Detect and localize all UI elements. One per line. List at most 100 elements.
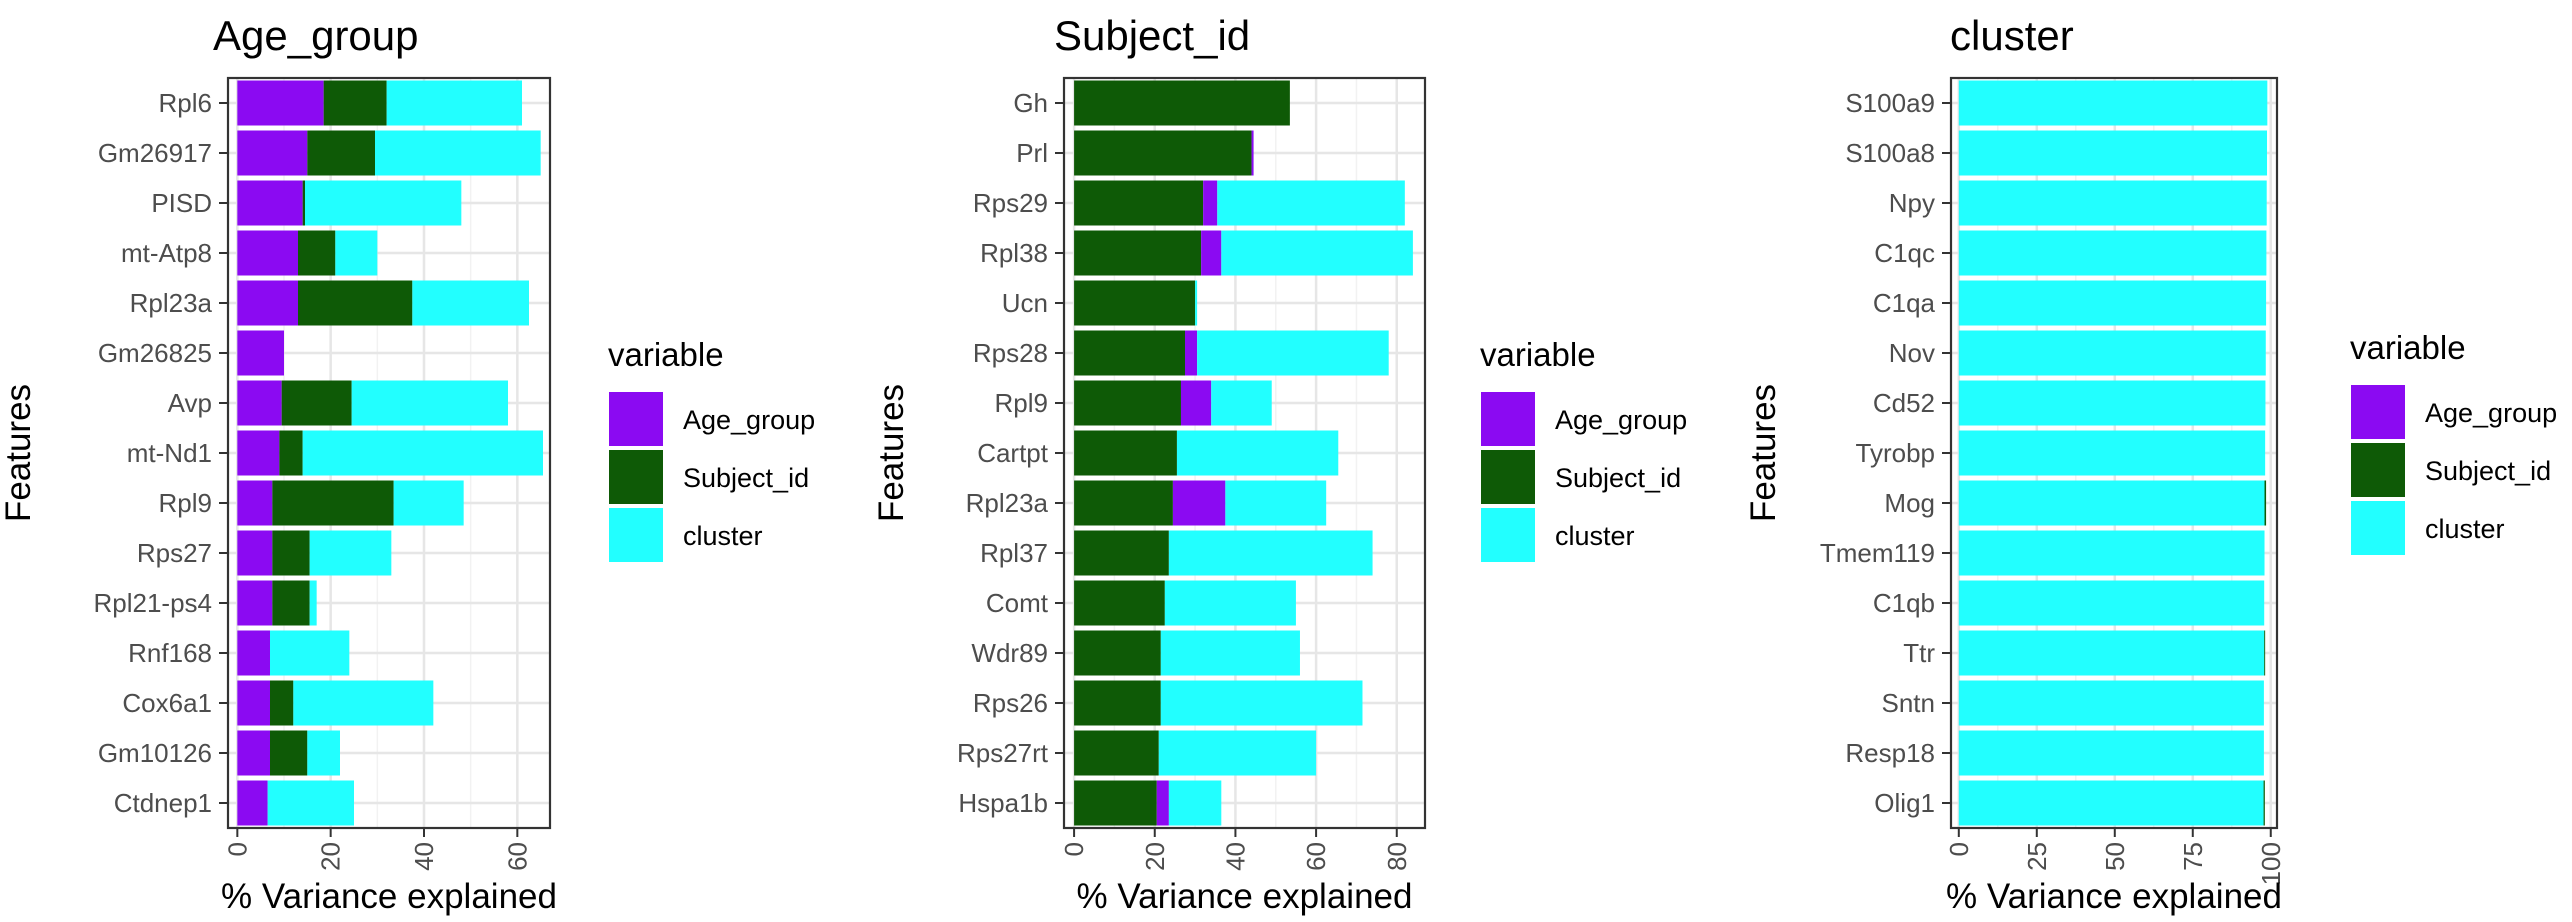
bar-segment-age-group [1185,330,1198,376]
y-axis-title: Features [1744,384,1783,522]
y-tick-label: Tyrobp [1856,438,1936,468]
bar-segment-subject-id [1074,330,1186,376]
y-tick-label: Rpl37 [980,538,1048,568]
bar-segment-cluster [1958,380,2266,426]
bar-segment-cluster [293,680,434,726]
bar-segment-age-group [237,430,280,476]
y-tick-label: Rps29 [973,188,1048,218]
legend-title: variable [608,336,724,373]
bar-segment-age-group [237,580,273,626]
bar-segment-cluster [1958,680,2264,726]
x-tick-label: 50 [2100,842,2130,871]
x-tick-label: 40 [409,842,439,871]
y-tick-label: mt-Nd1 [127,438,212,468]
x-tick-label: 100 [2256,842,2286,885]
legend-key-age-group [1481,392,1535,446]
y-tick-label: Npy [1889,188,1935,218]
x-tick-label: 20 [1140,842,1170,871]
y-tick-label: Hspa1b [958,788,1048,818]
bar-segment-cluster [412,280,529,326]
y-tick-label: Mog [1884,488,1935,518]
y-tick-label: Gm26825 [98,338,212,368]
x-tick-label: 25 [2022,842,2052,871]
bar-segment-cluster [309,580,317,626]
legend-label: Subject_id [2425,456,2551,486]
y-tick-label: Rpl9 [995,388,1048,418]
y-tick-label: Gm26917 [98,138,212,168]
bar-segment-subject-id [2264,480,2267,526]
bar-segment-subject-id [272,530,310,576]
bar-segment-cluster [1217,180,1405,226]
y-tick-label: Nov [1889,338,1935,368]
y-tick-label: Rpl9 [159,488,212,518]
bar-segment-age-group [237,380,282,426]
bar-segment-age-group [1180,380,1212,426]
y-tick-label: Ttr [1903,638,1935,668]
legend-title: variable [2350,329,2466,366]
legend-key-age-group [2351,385,2405,439]
chart-panel-2: S100a9 S100a8 Npy C1qc C1qa Nov Cd52 Tyrobp Mog T… [1744,12,2557,916]
legend-label: Subject_id [1555,463,1681,493]
bar-segment-subject-id [302,180,305,226]
bar-segment-subject-id [1074,230,1202,276]
bar-segment-subject-id [1074,430,1177,476]
y-tick-label: Comt [986,588,1049,618]
bar-segment-cluster [270,630,350,676]
bar-segment-subject-id [1074,580,1165,626]
bar-segment-cluster [1958,530,2265,576]
x-tick-label: 0 [1944,842,1974,856]
legend-label: Age_group [683,405,815,435]
legend-key-cluster [609,508,663,562]
legend-key-age-group [609,392,663,446]
bar-segment-cluster [1168,530,1373,576]
y-tick-label: mt-Atp8 [121,238,212,268]
bar-segment-cluster [1164,580,1296,626]
bar-segment-age-group [237,130,308,176]
bar-segment-cluster [1225,480,1327,526]
y-tick-label: PISD [151,188,212,218]
y-tick-label: Rpl21-ps4 [93,588,212,618]
y-tick-label: Gh [1013,88,1048,118]
bar-segment-cluster [1958,780,2264,826]
bar-segment-age-group [237,230,298,276]
y-tick-label: Rnf168 [128,638,212,668]
y-tick-label: Rpl23a [130,288,213,318]
x-tick-label: 80 [1382,842,1412,871]
bar-segment-subject-id [1074,680,1161,726]
legend-key-subject-id [2351,443,2405,497]
bar-segment-subject-id [1074,780,1157,826]
bar-segment-subject-id [2263,780,2265,826]
bar-segment-cluster [1958,580,2265,626]
bar-segment-subject-id [1074,380,1181,426]
y-tick-label: Rps28 [973,338,1048,368]
bar-segment-cluster [386,80,522,126]
x-axis-title: % Variance explained [1946,877,2282,916]
legend-title: variable [1480,336,1596,373]
y-tick-label: Cox6a1 [122,688,212,718]
y-tick-label: S100a8 [1845,138,1935,168]
bar-segment-subject-id [2264,630,2266,676]
y-tick-label: Tmem119 [1820,538,1935,568]
bar-segment-age-group [237,630,270,676]
chart-panel-0: Rpl6 Gm26917 PISD mt-Atp8 Rpl23a Gm26825 Avp mt… [0,12,815,916]
y-tick-label: Ctdnep1 [114,788,212,818]
x-tick-label: 40 [1220,842,1250,871]
y-tick-label: Rps26 [973,688,1048,718]
bar-segment-cluster [1221,230,1413,276]
legend-key-cluster [1481,508,1535,562]
y-tick-label: Avp [168,388,212,418]
bar-segment-cluster [1958,80,2268,126]
bar-segment-cluster [305,180,462,226]
bar-segment-cluster [302,430,543,476]
legend-label: Subject_id [683,463,809,493]
y-axis-title: Features [0,384,38,522]
bar-segment-cluster [1958,130,2268,176]
bar-segment-age-group [1251,130,1254,176]
bar-segment-age-group [1156,780,1169,826]
bar-segment-subject-id [323,80,387,126]
y-tick-label: S100a9 [1845,88,1935,118]
bar-segment-subject-id [279,430,303,476]
